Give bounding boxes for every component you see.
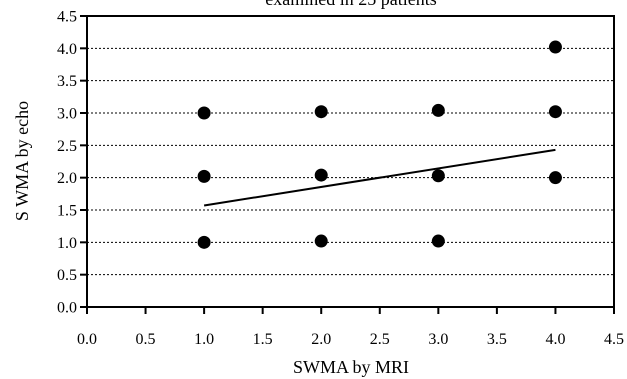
x-tick-label: 1.5 xyxy=(253,331,273,348)
y-tick-label: 3.5 xyxy=(57,73,77,90)
x-tick-label: 0.0 xyxy=(77,331,97,348)
data-point xyxy=(314,168,328,182)
x-tick-label: 3.5 xyxy=(487,331,507,348)
data-point xyxy=(314,105,328,119)
y-tick-label: 2.5 xyxy=(57,138,77,155)
data-point xyxy=(548,105,562,119)
data-point xyxy=(314,234,328,248)
trend-line xyxy=(203,148,556,207)
x-tick-label: 0.5 xyxy=(136,331,156,348)
x-axis-title: SWMA by MRI xyxy=(293,357,409,377)
x-tick-label: 2.5 xyxy=(370,331,390,348)
y-tick-label: 3.0 xyxy=(57,106,77,123)
data-point xyxy=(431,103,445,117)
plot-area-frame xyxy=(86,15,615,308)
y-tick-label: 1.5 xyxy=(57,203,77,220)
y-tick-label: 1.0 xyxy=(57,235,77,252)
y-tick-label: 0.0 xyxy=(57,300,77,317)
y-axis-title: S WMA by echo xyxy=(12,101,32,221)
x-tick-label: 2.0 xyxy=(311,331,331,348)
data-point xyxy=(548,171,562,185)
y-tick-label: 0.5 xyxy=(57,267,77,284)
gridlines xyxy=(87,47,614,276)
data-point xyxy=(548,40,562,54)
x-axis: 0.0 0.5 1.0 1.5 2.0 2.5 3.0 3.5 4.0 4.5 xyxy=(77,307,624,348)
data-point xyxy=(197,169,211,183)
chart-title: examined in 25 patients xyxy=(265,0,436,9)
y-tick-label: 2.0 xyxy=(57,170,77,187)
data-point xyxy=(197,106,211,120)
y-axis: 0.0 0.5 1.0 1.5 2.0 2.5 3.0 3.5 4.0 4.5 xyxy=(57,9,87,317)
x-tick-label: 4.5 xyxy=(604,331,624,348)
x-tick-label: 3.0 xyxy=(428,331,448,348)
data-points xyxy=(197,40,562,249)
y-tick-label: 4.0 xyxy=(57,41,77,58)
data-point xyxy=(197,235,211,249)
y-tick-label: 4.5 xyxy=(57,9,77,26)
x-tick-label: 4.0 xyxy=(545,331,565,348)
data-point xyxy=(431,234,445,248)
x-tick-label: 1.0 xyxy=(194,331,214,348)
data-point xyxy=(431,169,445,183)
